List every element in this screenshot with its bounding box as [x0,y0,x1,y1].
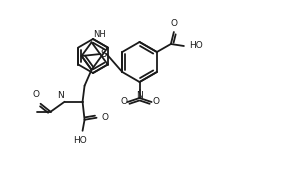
Text: O: O [152,98,159,106]
Text: N: N [136,92,143,100]
Text: HO: HO [189,41,203,50]
Text: N: N [57,91,64,100]
Text: O: O [120,98,127,106]
Text: HO: HO [73,136,86,145]
Text: O: O [32,90,39,99]
Text: S: S [100,49,107,59]
Text: NH: NH [94,30,106,39]
Text: O: O [102,113,109,122]
Text: O: O [170,19,177,28]
